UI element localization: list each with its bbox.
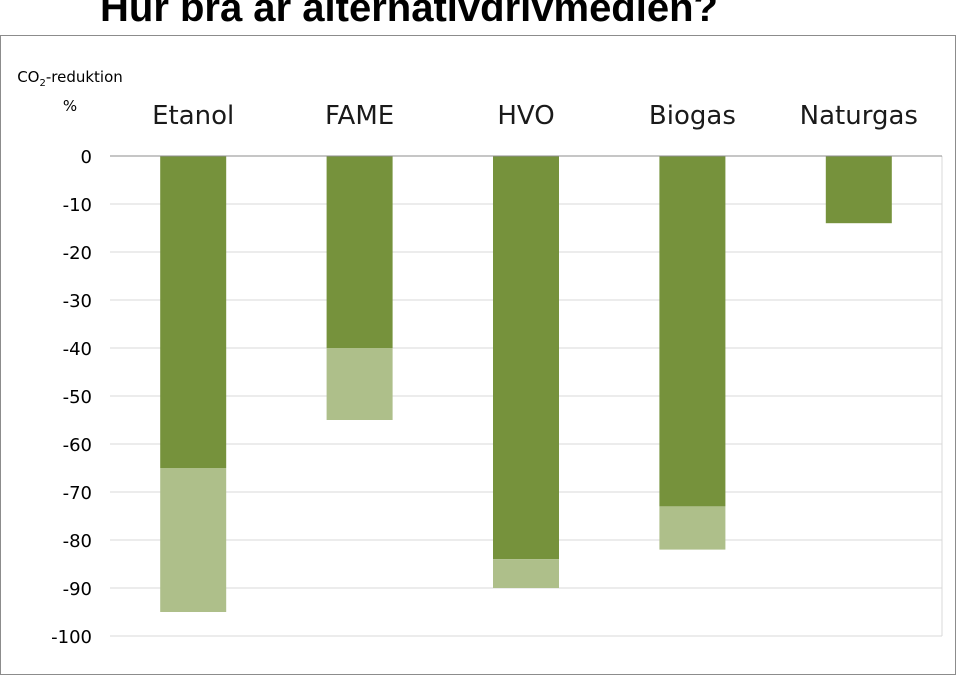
y-tick-label: -10: [63, 195, 92, 216]
y-axis-label: CO2-reduktion %: [6, 66, 134, 117]
y-tick-label: -40: [63, 339, 92, 360]
bar-reduction-range: [493, 559, 559, 588]
bar-chart: 0 -10 -20 -30 -40 -50 -60 -70 -80 -90 -100 Etanol FA…: [51, 101, 943, 648]
y-tick-label: -60: [63, 435, 92, 456]
category-label: Naturgas: [800, 101, 918, 131]
y-tick-label: -80: [63, 531, 92, 552]
bar-reduction-range: [326, 348, 393, 420]
category-label: HVO: [497, 101, 554, 131]
bar-reduction: [326, 156, 393, 348]
y-tick-label: -50: [63, 387, 92, 408]
bar-reduction-range: [659, 506, 726, 550]
y-tick-label: -90: [63, 579, 92, 600]
bar-reduction: [659, 156, 726, 507]
y-tick-label: -30: [63, 291, 92, 312]
category-label: Biogas: [649, 101, 736, 131]
category-label: FAME: [325, 101, 394, 131]
y-tick-label: -100: [51, 627, 92, 648]
category-label: Etanol: [152, 101, 234, 131]
bar-reduction: [160, 156, 227, 468]
y-tick-label: 0: [81, 147, 92, 168]
chart-title: Hur bra är alternativdrivmedlen?: [100, 0, 718, 30]
y-axis-label-co: CO: [17, 68, 40, 86]
y-axis-label-subscript: 2: [39, 78, 46, 89]
y-axis-label-unit: %: [62, 97, 78, 115]
bar-reduction-range: [160, 468, 227, 612]
y-axis-label-rest: -reduktion: [45, 68, 123, 86]
y-tick-label: -20: [63, 243, 92, 264]
bar-reduction: [493, 156, 559, 560]
bar-reduction: [825, 156, 892, 224]
y-tick-label: -70: [63, 483, 92, 504]
